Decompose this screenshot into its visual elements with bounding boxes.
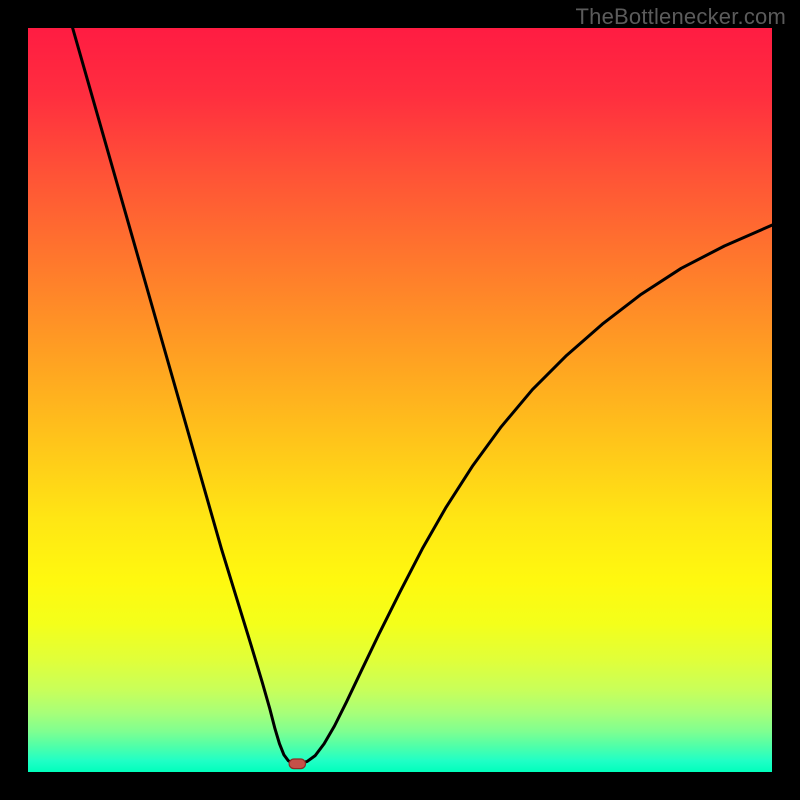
chart-svg [28,28,772,772]
gradient-background [28,28,772,772]
chart-area [28,28,772,772]
watermark-text: TheBottlenecker.com [576,4,786,30]
minimum-marker [289,759,305,769]
